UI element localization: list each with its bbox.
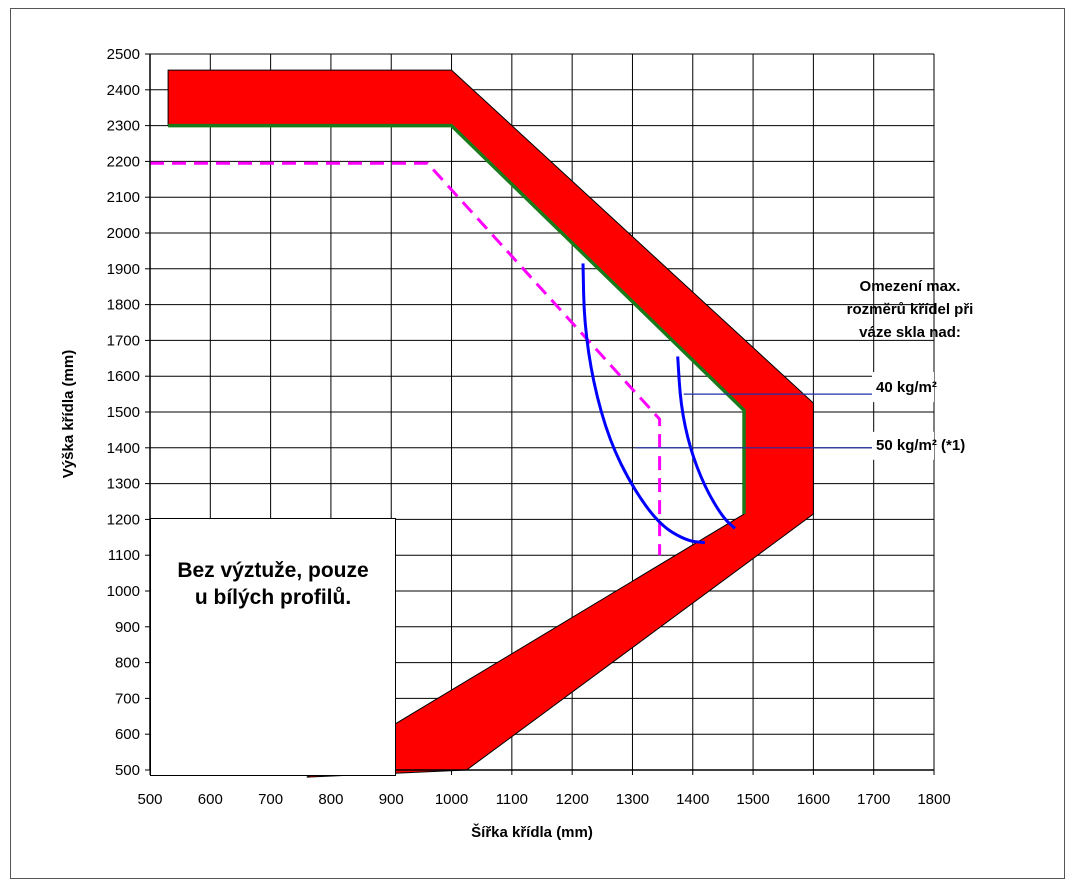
y-tick-label: 800 (115, 655, 140, 672)
x-tick-label: 1300 (616, 791, 649, 808)
annotation-title-line: Omezení max. (860, 278, 961, 295)
x-tick-label: 1600 (797, 791, 830, 808)
series-line-1 (168, 123, 746, 515)
y-tick-label: 1200 (107, 511, 140, 528)
x-tick-label: 1800 (917, 791, 950, 808)
series-layer (150, 123, 746, 556)
axes: 500 600 700 800 900 1000 1100 1200 1300 1400 1500 1… (60, 46, 951, 841)
x-tick-label: 700 (258, 791, 283, 808)
note-line-2: u bílých profilů. (194, 586, 352, 609)
series-line-4 (676, 356, 736, 530)
y-axis-title: Výška křídla (mm) (60, 350, 77, 478)
y-tick-label: 2100 (107, 189, 140, 206)
series-line-3 (581, 263, 705, 545)
y-tick-label: 1700 (107, 332, 140, 349)
y-tick-label: 900 (115, 619, 140, 636)
y-tick-label: 700 (115, 690, 140, 707)
limit-50-label: 50 kg/m² (*1) (876, 437, 965, 454)
y-tick-label: 2400 (107, 82, 140, 99)
x-tick-label: 900 (379, 791, 404, 808)
label-gap (872, 372, 934, 403)
x-tick-label: 600 (198, 791, 223, 808)
y-tick-label: 2200 (107, 153, 140, 170)
y-tick-label: 1800 (107, 297, 140, 314)
x-tick-label: 800 (318, 791, 343, 808)
label-gap (872, 431, 934, 460)
note-text: Bez výztuže, pouze u bílých profilů. (151, 557, 395, 611)
x-tick-label: 1500 (736, 791, 769, 808)
y-tick-label: 2000 (107, 225, 140, 242)
y-tick-label: 1000 (107, 583, 140, 600)
y-tick-label: 1100 (108, 547, 140, 564)
note-box: Bez výztuže, pouze u bílých profilů. (150, 518, 396, 776)
limit-40-label: 40 kg/m² (876, 379, 937, 396)
y-tick-label: 1400 (107, 440, 140, 457)
x-tick-label: 1200 (555, 791, 588, 808)
x-axis-title: Šířka křídla (mm) (471, 823, 593, 841)
y-tick-label: 500 (115, 762, 140, 779)
x-tick-label: 1000 (435, 791, 468, 808)
y-tick-label: 1500 (107, 404, 140, 421)
y-tick-label: 1600 (107, 368, 140, 385)
x-tick-label: 1700 (857, 791, 890, 808)
annotation-title-line: váze skla nad: (859, 324, 961, 341)
annotation-layer: Omezení max. rozměrů křídel při váze skla … (635, 278, 973, 460)
x-tick-label: 500 (137, 791, 162, 808)
y-tick-label: 1900 (107, 261, 140, 278)
y-tick-label: 2500 (107, 46, 140, 63)
y-tick-label: 2300 (107, 118, 140, 135)
note-line-1: Bez výztuže, pouze (177, 559, 369, 582)
annotation-title-line: rozměrů křídel při (847, 301, 974, 318)
y-tick-label: 1300 (107, 476, 140, 493)
x-tick-label: 1400 (676, 791, 709, 808)
y-tick-label: 600 (115, 726, 140, 743)
series-line-2 (150, 161, 662, 556)
x-tick-label: 1100 (496, 791, 528, 808)
